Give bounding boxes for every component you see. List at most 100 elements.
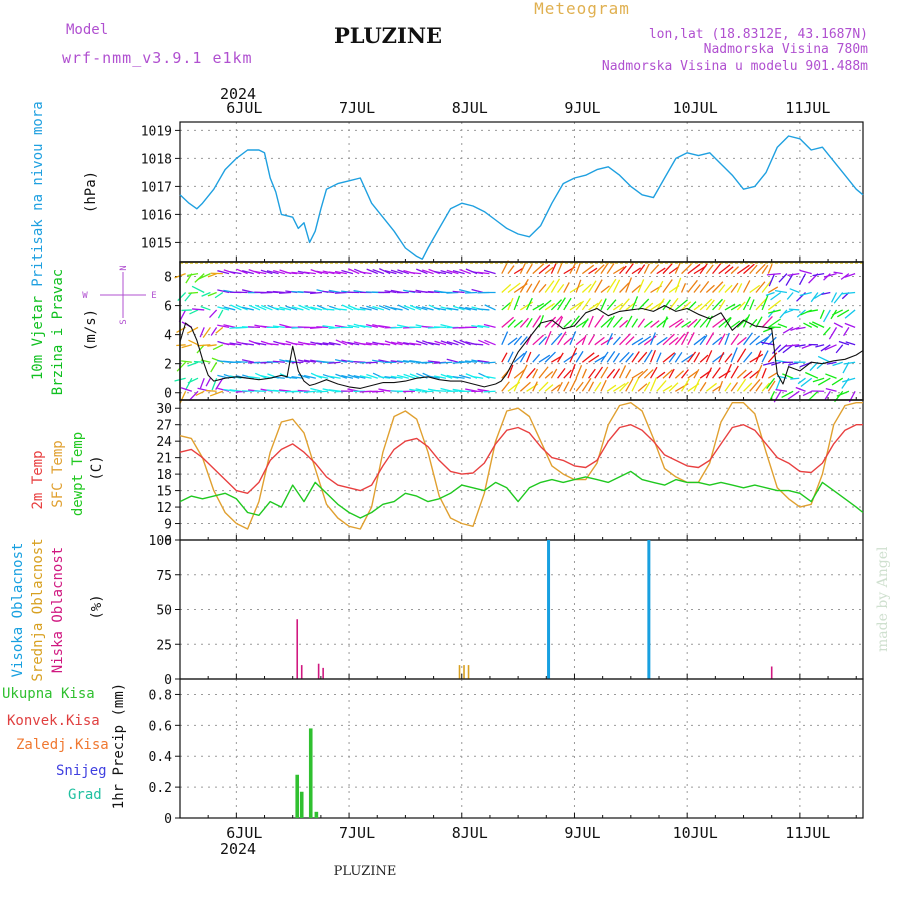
panel-frame: [180, 400, 863, 540]
wind-arrow: [768, 300, 780, 310]
wind-arrow: [582, 369, 586, 378]
wind-arrow: [613, 353, 619, 362]
wind-arrow: [719, 265, 730, 274]
wind-arrow: [731, 366, 738, 378]
y-tick-label: 0: [164, 387, 172, 402]
wind-arrow: [200, 378, 204, 388]
wind-arrow: [446, 293, 458, 294]
wind-arrow: [570, 348, 577, 362]
temp2m-label: 2m Temp: [30, 450, 46, 509]
wind-arrow: [304, 292, 316, 293]
wind-arrow: [651, 378, 657, 392]
wind-arrow: [551, 369, 556, 378]
wind-arrow: [181, 310, 191, 311]
wind-arrow: [845, 323, 855, 327]
model-elevation-label: Nadmorska Visina u modelu 901.488m: [602, 59, 868, 74]
wind-arrow: [787, 293, 793, 300]
cloud-bar: [318, 664, 320, 679]
wind-arrow: [626, 378, 633, 391]
wind-arrow: [768, 310, 774, 317]
wind-arrow: [657, 337, 668, 344]
wind-arrow: [620, 365, 626, 378]
wind-arrow: [675, 352, 682, 362]
wind-arrow: [582, 353, 594, 362]
wind-arrow: [725, 383, 731, 391]
wind-arrow: [651, 265, 659, 274]
wind-arrow: [632, 338, 643, 345]
wind-arrow: [638, 319, 644, 328]
wind-arrow: [731, 382, 737, 391]
cloud-bar: [459, 665, 461, 679]
wind-arrow: [236, 362, 248, 363]
wind-arrow: [242, 343, 254, 345]
wind-arrow: [803, 391, 812, 395]
wind-arrow: [514, 336, 522, 345]
y-tick-label: 15: [156, 485, 172, 500]
wind-arrow: [484, 391, 496, 392]
y-tick-label: 1019: [141, 124, 172, 139]
cloud-bar: [322, 668, 324, 679]
y-tick-label: 1015: [141, 236, 172, 251]
y-tick-label: 75: [156, 569, 172, 584]
cloud-bar: [771, 666, 773, 679]
cloud-mid-label: Srednja Oblacnost: [30, 538, 46, 681]
wind-arrow: [378, 343, 390, 344]
top-day-label: 8JUL: [452, 99, 488, 117]
wind-arrow: [750, 299, 754, 309]
wind-arrow: [713, 282, 723, 293]
wind-arrow: [576, 263, 580, 274]
y-tick-label: 1016: [141, 208, 172, 223]
meteogram-title: Meteogram: [534, 0, 630, 18]
top-day-label: 11JUL: [785, 99, 830, 117]
bottom-year-label: 2024: [220, 840, 256, 858]
wind-arrow: [291, 391, 303, 392]
wind-arrow: [766, 293, 775, 296]
wind-arrow: [601, 263, 608, 274]
wind-arrow: [700, 382, 706, 391]
wind-arrow: [279, 343, 291, 345]
wind-arrow: [632, 296, 638, 310]
wind-arrow: [514, 378, 520, 391]
wind-arrow: [644, 281, 652, 292]
wind-arrow: [813, 274, 825, 276]
wind-arrow: [502, 353, 507, 363]
wind-arrow: [768, 287, 777, 293]
wind-arrow: [291, 343, 303, 344]
top-day-label: 10JUL: [673, 99, 718, 117]
wind-arrow: [779, 274, 787, 283]
wind-arrow: [527, 298, 533, 310]
wind-arrow: [192, 286, 204, 292]
wind-arrow: [607, 263, 614, 273]
wind-arrow: [484, 376, 496, 378]
wind-arrow: [589, 382, 594, 391]
y-tick-label: 12: [156, 501, 172, 516]
wind-arrow: [502, 317, 514, 327]
wind-arrow: [682, 332, 689, 345]
wind-arrow: [471, 344, 483, 345]
wind-arrow: [589, 281, 596, 293]
wind-arrow: [826, 389, 837, 392]
wind-arrow: [789, 309, 799, 310]
wind-arrow: [713, 318, 725, 327]
bottom-day-label: 7JUL: [339, 824, 375, 842]
pressure-line: [180, 136, 863, 259]
wind-arrow: [607, 351, 615, 362]
wind-arrow: [813, 378, 824, 382]
wind-arrow: [790, 289, 800, 293]
wind-arrow: [216, 327, 223, 333]
wind-arrow: [366, 362, 378, 363]
precip-grad-label: Grad: [68, 787, 102, 803]
pressure-unit: (hPa): [83, 171, 99, 213]
wind-arrow: [194, 362, 204, 363]
cloud-high-label: Visoka Oblacnost: [10, 543, 26, 678]
wind-arrow: [185, 378, 191, 390]
wind-arrow: [527, 264, 533, 274]
wind-arrow: [644, 264, 649, 274]
panel-frame: [180, 262, 863, 400]
wind-arrow: [805, 372, 818, 378]
y-tick-label: 27: [156, 419, 172, 434]
wind-arrow: [564, 382, 569, 392]
